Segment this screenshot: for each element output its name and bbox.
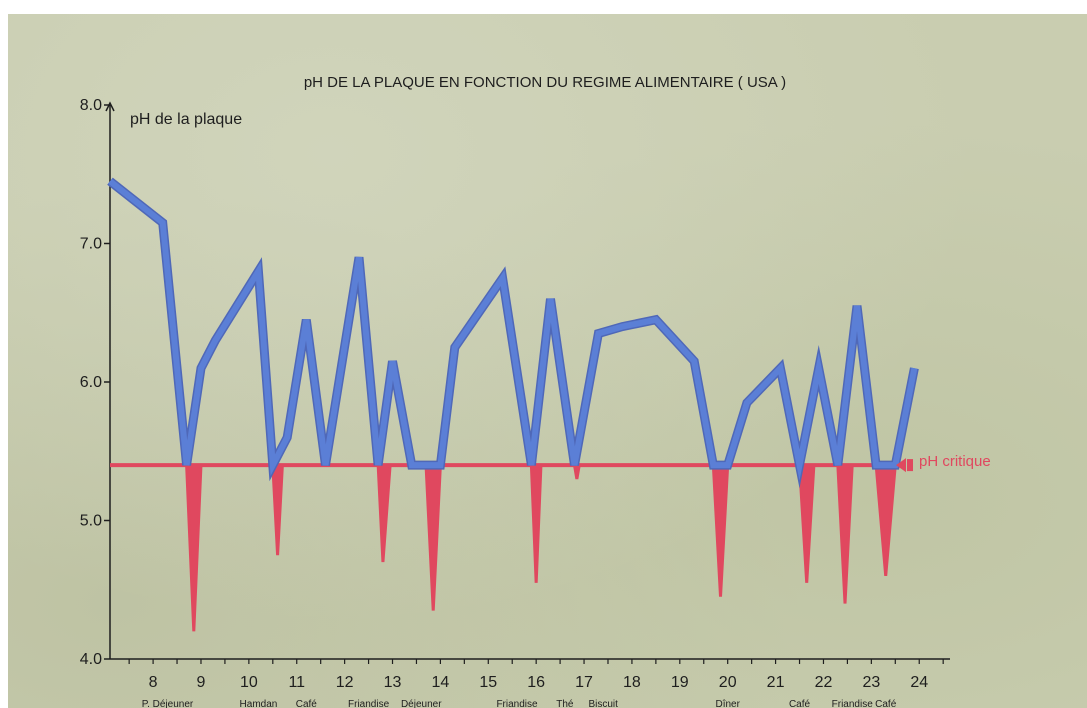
critical-dip	[376, 463, 392, 563]
x-tick-label: 16	[527, 674, 545, 691]
y-tick-label: 6.0	[80, 374, 102, 391]
critical-dip	[797, 463, 816, 583]
critical-dip	[424, 463, 442, 611]
x-tick-label: 17	[575, 674, 593, 691]
critical-marker-bar	[907, 459, 913, 472]
critical-dip	[185, 463, 203, 632]
meal-label: Café	[789, 699, 811, 708]
meal-label: P. Déjeuner	[142, 699, 194, 708]
critical-label-group: pH critique	[896, 453, 991, 473]
critical-dip	[572, 463, 582, 480]
x-tick-label: 14	[431, 674, 449, 691]
meal-label: Friandise	[832, 699, 874, 708]
meal-label: Biscuit	[588, 699, 618, 708]
y-tick-label: 4.0	[80, 651, 102, 668]
meal-label: Thé	[556, 699, 574, 708]
critical-dip	[836, 463, 854, 604]
critical-marker-icon	[896, 458, 906, 473]
x-tick-label: 15	[479, 674, 497, 691]
critical-dip	[271, 463, 284, 556]
x-tick-label: 11	[288, 674, 305, 691]
x-tick-label: 10	[240, 674, 258, 691]
x-tick-label: 12	[336, 674, 354, 691]
critical-dip	[874, 463, 897, 577]
meal-label: Café	[875, 699, 897, 708]
x-tick-label: 19	[671, 674, 689, 691]
y-ticks: 4.0 5.0 6.0 7.0 8.0	[80, 97, 110, 668]
x-tick-label: 21	[767, 674, 785, 691]
y-tick-label: 5.0	[80, 513, 102, 530]
x-tick-label: 24	[910, 674, 928, 691]
meal-label: Friandise	[348, 699, 390, 708]
y-tick-label: 8.0	[80, 97, 102, 114]
plaque-ph-line	[108, 178, 918, 481]
x-tick-label: 13	[384, 674, 402, 691]
critical-dip	[711, 463, 730, 597]
meal-label: Hamdan	[240, 699, 278, 708]
x-ticks: 8 9 10 11 12 13 14 15 16 17 18 19 20 21 22 23 24	[128, 659, 944, 691]
y-tick-label: 7.0	[80, 236, 102, 253]
meal-labels: P. Déjeuner Hamdan Café Friandise Déjeuner Fr…	[142, 699, 897, 708]
meal-label: Café	[296, 699, 318, 708]
critical-dip	[529, 463, 543, 583]
x-tick-label: 23	[862, 674, 880, 691]
critical-ph-label: pH critique	[919, 453, 991, 470]
y-axis-label: pH de la plaque	[130, 111, 242, 128]
x-tick-label: 18	[623, 674, 641, 691]
y-axis-arrow	[105, 101, 115, 112]
meal-label: Déjeuner	[401, 699, 442, 708]
meal-label: Dîner	[715, 699, 740, 708]
x-tick-label: 22	[815, 674, 833, 691]
chart-title: pH DE LA PLAQUE EN FONCTION DU REGIME AL…	[304, 74, 786, 91]
meal-label: Friandise	[496, 699, 538, 708]
series-group	[107, 177, 919, 632]
x-tick-label: 20	[719, 674, 737, 691]
x-tick-label: 9	[197, 674, 206, 691]
x-tick-label: 8	[149, 674, 158, 691]
